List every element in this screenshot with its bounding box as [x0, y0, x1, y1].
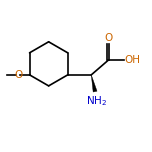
Polygon shape [91, 75, 97, 92]
Text: O: O [14, 70, 22, 80]
Text: O: O [104, 33, 112, 43]
Text: OH: OH [125, 55, 141, 65]
Text: NH$_2$: NH$_2$ [86, 94, 107, 108]
